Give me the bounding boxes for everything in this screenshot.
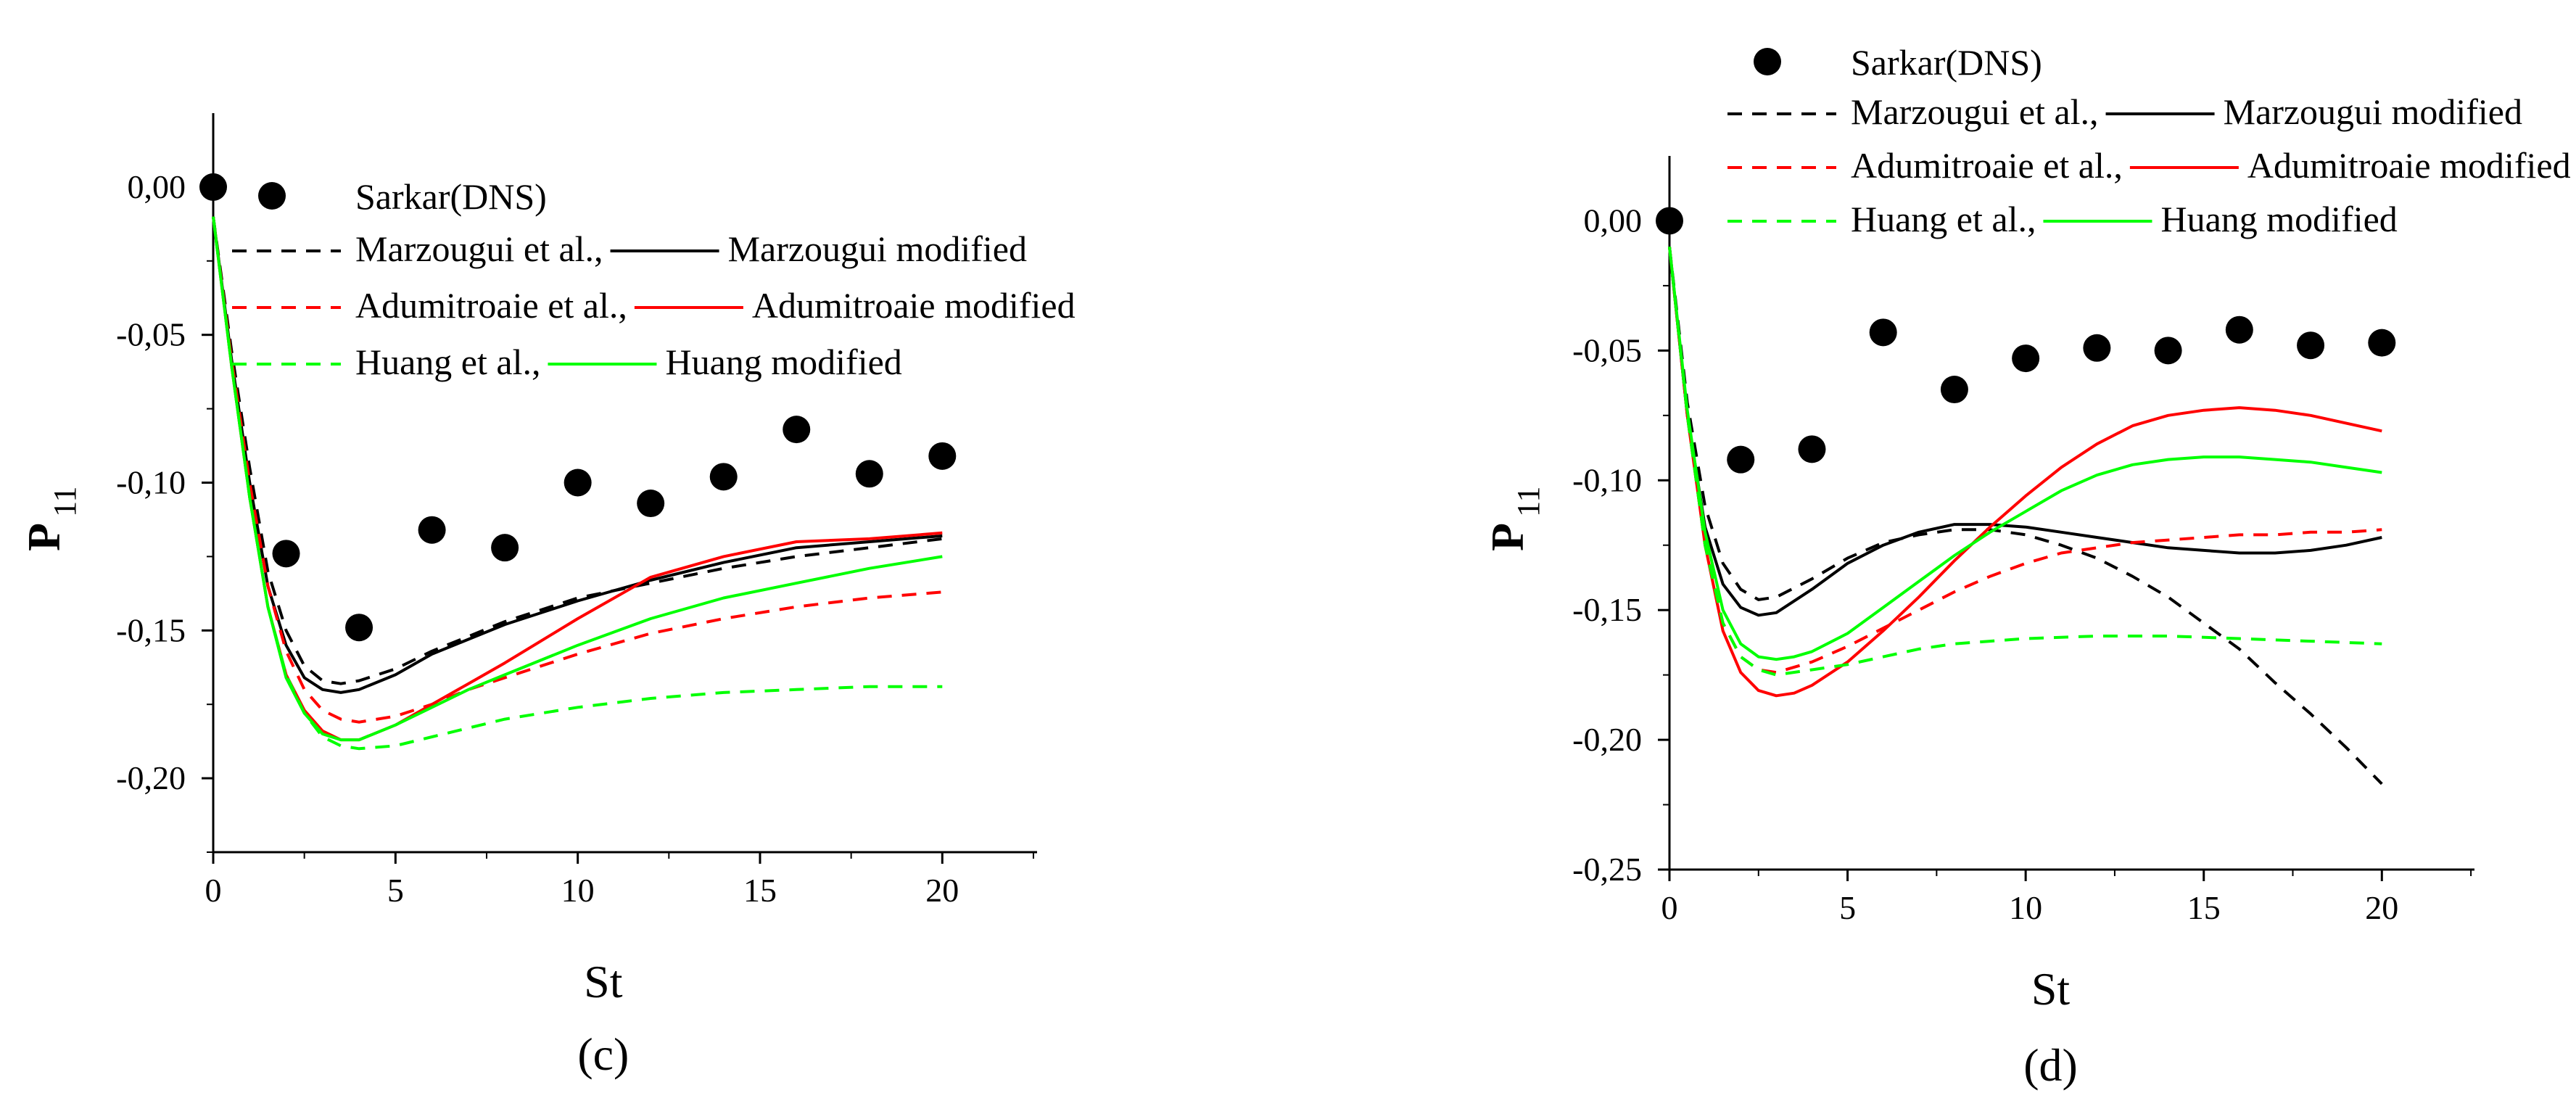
x-axis-title: St (2031, 963, 2071, 1015)
y-axis-title-subscript: 11 (1511, 487, 1546, 517)
y-axis-title-main: P (18, 523, 70, 551)
scatter-point (928, 442, 957, 470)
y-tick-label: -0,05 (116, 316, 186, 353)
scatter-point (2297, 331, 2325, 360)
scatter-point (2012, 344, 2040, 373)
x-tick-label: 0 (205, 872, 222, 909)
legend-label-dashed: Huang et al., (1851, 199, 2036, 239)
series-line-adumitroaie-et-al (1668, 246, 2382, 674)
scatter-point (2154, 337, 2182, 365)
y-tick-label: -0,25 (1572, 851, 1642, 888)
legend-label-scatter: Sarkar(DNS) (1851, 42, 2042, 83)
legend-label-solid: Huang modified (2160, 199, 2397, 239)
y-tick-label: -0,20 (116, 759, 186, 796)
series-line-huang-et-al (1668, 246, 2382, 677)
y-axis-title: P 11 (1482, 487, 1546, 551)
y-tick-label: 0,00 (128, 168, 186, 205)
legend: Sarkar(DNS) Marzougui et al., Marzougui mo… (1727, 42, 2571, 239)
scatter-point (2083, 334, 2111, 362)
legend-scatter-marker (258, 182, 286, 210)
x-tick-label: 20 (2365, 889, 2398, 926)
series-line-huang-modified (212, 216, 943, 742)
scatter-point (272, 540, 300, 568)
scatter-point (564, 469, 592, 497)
scatter-point (418, 516, 446, 544)
legend-label-dashed: Adumitroaie et al., (1851, 145, 2123, 186)
scatter-point (199, 173, 227, 201)
series-line-huang-et-al (212, 216, 943, 751)
x-tick-label: 15 (2187, 889, 2221, 926)
x-tick-label: 5 (1839, 889, 1856, 926)
y-tick-label: -0,15 (1572, 591, 1642, 628)
scatter-point (2225, 315, 2253, 344)
legend-label-solid: Marzougui modified (728, 228, 1027, 269)
x-tick-label: 20 (925, 872, 959, 909)
scatter-point (1798, 435, 1826, 463)
scatter-point (709, 463, 738, 491)
scatter-point (2368, 329, 2396, 357)
scatter-point (783, 416, 811, 444)
x-tick-label: 15 (743, 872, 777, 909)
y-tick-label: -0,10 (116, 464, 186, 501)
scatter-point (345, 614, 373, 642)
chart-caption: (c) (577, 1028, 629, 1080)
x-tick-label: 0 (1661, 889, 1678, 926)
scatter-point (855, 460, 883, 488)
chart-d: 0 5 10 15 20 0,00 -0,05 -0,10 -0,15 -0,20 -0,25 St P… (1482, 42, 2571, 1091)
legend-label-dashed: Marzougui et al., (355, 228, 603, 269)
series-line-adumitroaie-et-al (212, 216, 943, 724)
series-line-marzougui-et-al (1668, 246, 2383, 785)
y-axis-title-main: P (1482, 523, 1533, 551)
y-axis-title: P 11 (18, 487, 83, 551)
y-tick-label: 0,00 (1584, 202, 1643, 239)
series-line-marzougui-et-al (212, 216, 943, 685)
legend-label-dashed: Marzougui et al., (1851, 91, 2099, 132)
scatter-point (1940, 376, 1968, 404)
y-tick-label: -0,20 (1572, 721, 1642, 758)
y-tick-label: -0,15 (116, 611, 186, 648)
legend: Sarkar(DNS) Marzougui et al., Marzougui mo… (232, 176, 1076, 382)
y-axis-title-subscript: 11 (47, 487, 83, 517)
y-tick-label: -0,10 (1572, 461, 1642, 498)
legend-label-solid: Huang modified (665, 342, 901, 382)
scatter-point (491, 534, 519, 562)
y-tick-label: -0,05 (1572, 331, 1642, 368)
legend-label-solid: Adumitroaie modified (752, 285, 1076, 326)
scatter-point (1727, 445, 1755, 474)
series-line-huang-modified (1668, 246, 2382, 661)
chart-caption: (d) (2023, 1039, 2078, 1091)
legend-label-solid: Adumitroaie modified (2247, 145, 2571, 186)
series-line-adumitroaie-modified (1668, 246, 2382, 698)
legend-scatter-marker (1754, 48, 1781, 75)
scatter-point (1656, 207, 1683, 235)
series-line-marzougui-modified (1668, 246, 2382, 617)
scatter-point (1869, 318, 1897, 347)
legend-label-solid: Marzougui modified (2224, 91, 2522, 132)
x-tick-label: 5 (387, 872, 404, 909)
legend-label-dashed: Adumitroaie et al., (355, 285, 627, 326)
scatter-point (637, 490, 665, 518)
x-tick-label: 10 (2009, 889, 2042, 926)
legend-label-scatter: Sarkar(DNS) (355, 176, 547, 217)
chart-c: 0 5 10 15 20 0,00 -0,05 -0,10 -0,15 -0,20 St P 11 (c)… (18, 113, 1076, 1080)
legend-label-dashed: Huang et al., (355, 342, 540, 382)
x-tick-label: 10 (561, 872, 595, 909)
x-axis-title: St (584, 956, 623, 1007)
